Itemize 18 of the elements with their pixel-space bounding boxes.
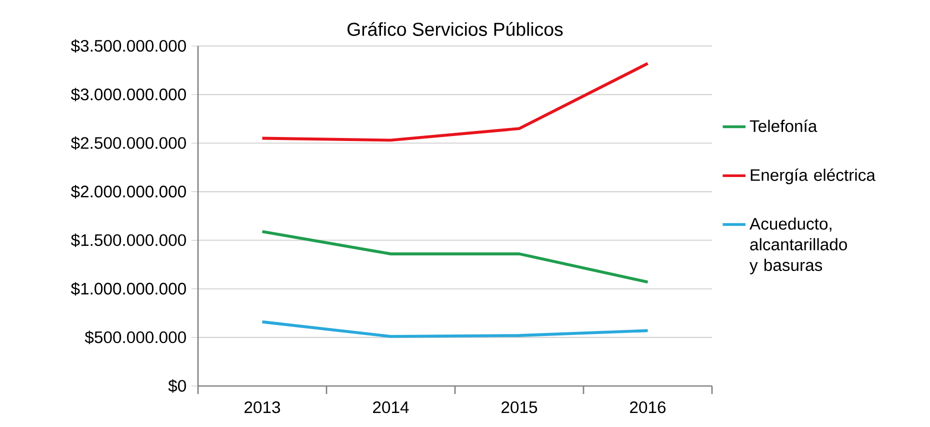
x-tick-label: 2016 (630, 401, 666, 414)
x-tick-label: 2014 (373, 401, 409, 414)
y-tick-label: $3.500.000.000 (70, 39, 186, 53)
x-tick-label: 2013 (244, 401, 280, 414)
legend-label: Acueducto, alcantarillado y basuras (750, 217, 847, 274)
y-tick-label: $2.000.000.000 (70, 184, 186, 198)
y-tick-label: $1.500.000.000 (70, 234, 186, 248)
y-tick-label: $2.500.000.000 (70, 136, 186, 150)
legend-label: Telefonía (750, 120, 818, 132)
line-series (260, 320, 650, 338)
y-tick-label: $0 (168, 379, 186, 393)
chart-title: Gráfico Servicios Públicos (348, 22, 563, 36)
line-series (260, 62, 650, 142)
y-tick-label: $3.000.000.000 (70, 88, 186, 102)
x-tick-label: 2015 (502, 401, 538, 414)
y-tick-label: $500.000.000 (84, 330, 186, 344)
y-tick-label: $1.000.000.000 (70, 282, 186, 296)
legend-label: Energía eléctrica (750, 168, 876, 184)
